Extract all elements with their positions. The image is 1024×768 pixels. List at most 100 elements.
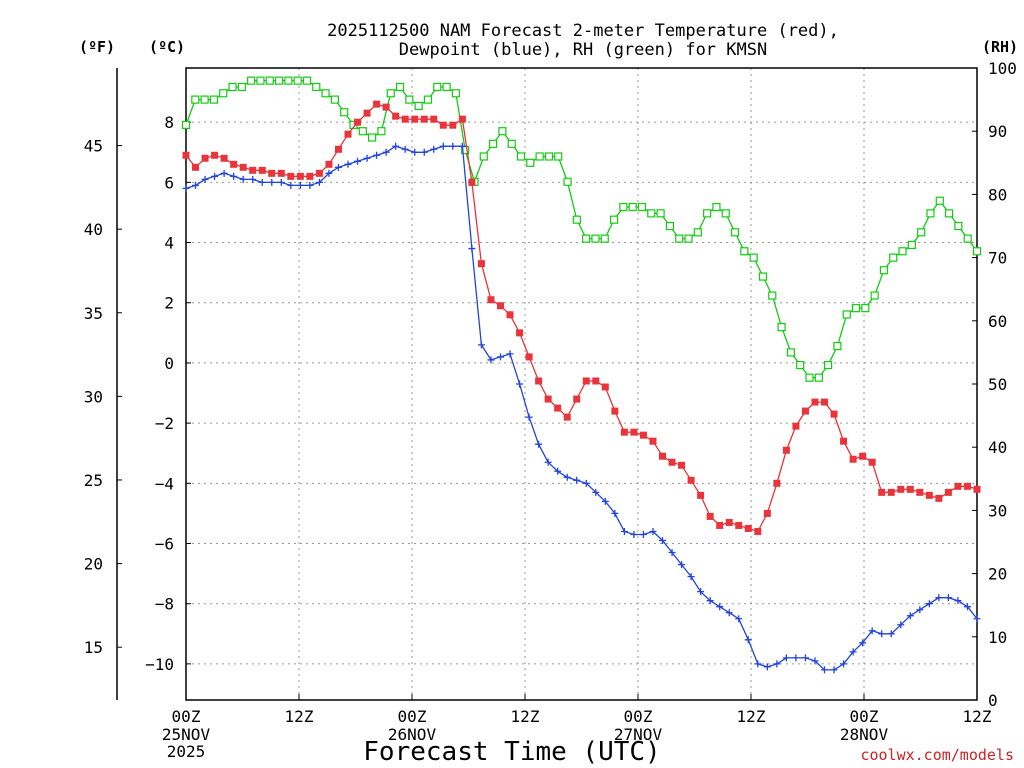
- temperature-point: [477, 260, 485, 268]
- temperature-point: [392, 112, 400, 120]
- dewpoint-point: [382, 148, 390, 156]
- dewpoint-point: [649, 527, 657, 535]
- rh-point: [637, 202, 647, 212]
- celsius-tick-label: 2: [164, 294, 174, 313]
- rh-point: [730, 228, 740, 237]
- rh-tick-label: 70: [988, 249, 1007, 268]
- temperature-point: [516, 329, 524, 337]
- rh-point: [814, 373, 823, 382]
- rh-point: [488, 139, 498, 148]
- fahrenheit-tick-label: 25: [84, 471, 103, 490]
- rh-point: [851, 304, 861, 313]
- rh-point: [284, 76, 293, 85]
- rh-point: [907, 240, 916, 250]
- rh-tick-label: 30: [988, 501, 1007, 520]
- temperature-point: [744, 524, 752, 532]
- rh-point: [200, 95, 209, 104]
- rh-tick-label: 100: [988, 59, 1017, 78]
- fahrenheit-tick-label: 15: [84, 638, 103, 657]
- fahrenheit-unit-label: (ºF): [79, 38, 115, 56]
- temperature-point: [659, 452, 667, 460]
- temperature-point: [763, 509, 771, 517]
- celsius-tick-label: 6: [164, 173, 174, 192]
- dewpoint-point: [925, 600, 933, 608]
- temperature-point: [373, 100, 381, 108]
- dewpoint-point: [592, 488, 600, 496]
- temperature-point: [830, 410, 838, 418]
- rh-point: [889, 253, 898, 262]
- celsius-tick-label: −2: [155, 414, 174, 433]
- temperature-point: [334, 145, 342, 153]
- dewpoint-point: [840, 660, 848, 668]
- temperature-point: [620, 428, 628, 436]
- rh-point: [861, 304, 870, 313]
- temperature-point: [925, 491, 933, 499]
- rh-point: [758, 272, 768, 281]
- rh-point: [302, 76, 312, 85]
- temperature-series: [182, 100, 981, 535]
- temperature-point: [639, 431, 647, 439]
- dewpoint-point: [363, 154, 371, 162]
- temperature-point: [916, 488, 924, 496]
- dewpoint-point: [449, 142, 457, 150]
- temperature-line: [185, 103, 978, 533]
- celsius-tick-label: 4: [164, 234, 174, 253]
- rh-point: [768, 291, 777, 300]
- time-tick-year: 2025: [167, 742, 206, 761]
- rh-point: [703, 209, 712, 218]
- dewpoint-point: [182, 184, 190, 192]
- dewpoint-point: [897, 621, 905, 629]
- dewpoint-point: [344, 160, 352, 168]
- temperature-point: [192, 163, 200, 171]
- rh-point: [265, 76, 274, 85]
- rh-point: [293, 76, 302, 85]
- rh-point: [870, 291, 879, 300]
- dewpoint-point: [944, 594, 952, 602]
- fahrenheit-tick-label: 45: [84, 137, 103, 156]
- temperature-point: [554, 404, 562, 412]
- celsius-unit-label: (ºC): [149, 38, 185, 56]
- celsius-tick-label: 0: [164, 354, 174, 373]
- dewpoint-point: [354, 157, 362, 165]
- temperature-point: [592, 377, 600, 385]
- time-tick-label: 00Z: [398, 707, 427, 726]
- rh-point: [563, 177, 572, 186]
- dewpoint-point: [496, 353, 504, 361]
- rh-point: [181, 120, 191, 129]
- time-tick-label: 00Z: [624, 707, 653, 726]
- time-tick-date: 25NOV: [162, 725, 211, 744]
- rh-point: [405, 95, 414, 104]
- dewpoint-point: [306, 181, 314, 189]
- rh-point: [479, 152, 488, 161]
- rh-point: [786, 348, 795, 357]
- dewpoint-point: [258, 178, 266, 186]
- temperature-point: [439, 121, 447, 129]
- rh-point: [386, 89, 395, 98]
- celsius-tick-labels: 8 6 4 2 0 −2 −4 −6 −8 −10: [145, 113, 191, 674]
- time-tick-label: 12Z: [285, 707, 314, 726]
- temperature-point: [230, 160, 238, 168]
- dewpoint-point: [373, 151, 381, 159]
- rh-point: [898, 247, 907, 256]
- temperature-point: [573, 395, 581, 403]
- rh-point: [656, 209, 665, 218]
- rh-point: [451, 89, 460, 98]
- celsius-tick-label: −8: [155, 595, 174, 614]
- rh-point: [228, 82, 237, 92]
- rh-point: [628, 202, 637, 212]
- dewpoint-point: [439, 142, 447, 150]
- rh-point: [684, 234, 693, 243]
- dewpoint-point: [220, 169, 228, 177]
- dewpoint-point: [287, 181, 295, 189]
- dewpoint-point: [192, 181, 200, 189]
- dewpoint-point: [973, 615, 981, 623]
- dewpoint-point: [935, 594, 943, 602]
- temperature-point: [239, 163, 247, 171]
- dewpoint-point: [611, 509, 619, 517]
- rh-tick-label: 90: [988, 122, 1007, 141]
- dewpoint-point: [963, 603, 971, 611]
- chart-title-line2: Dewpoint (blue), RH (green) for KMSN: [399, 40, 767, 60]
- temperature-point: [258, 166, 266, 174]
- rh-point: [954, 221, 963, 231]
